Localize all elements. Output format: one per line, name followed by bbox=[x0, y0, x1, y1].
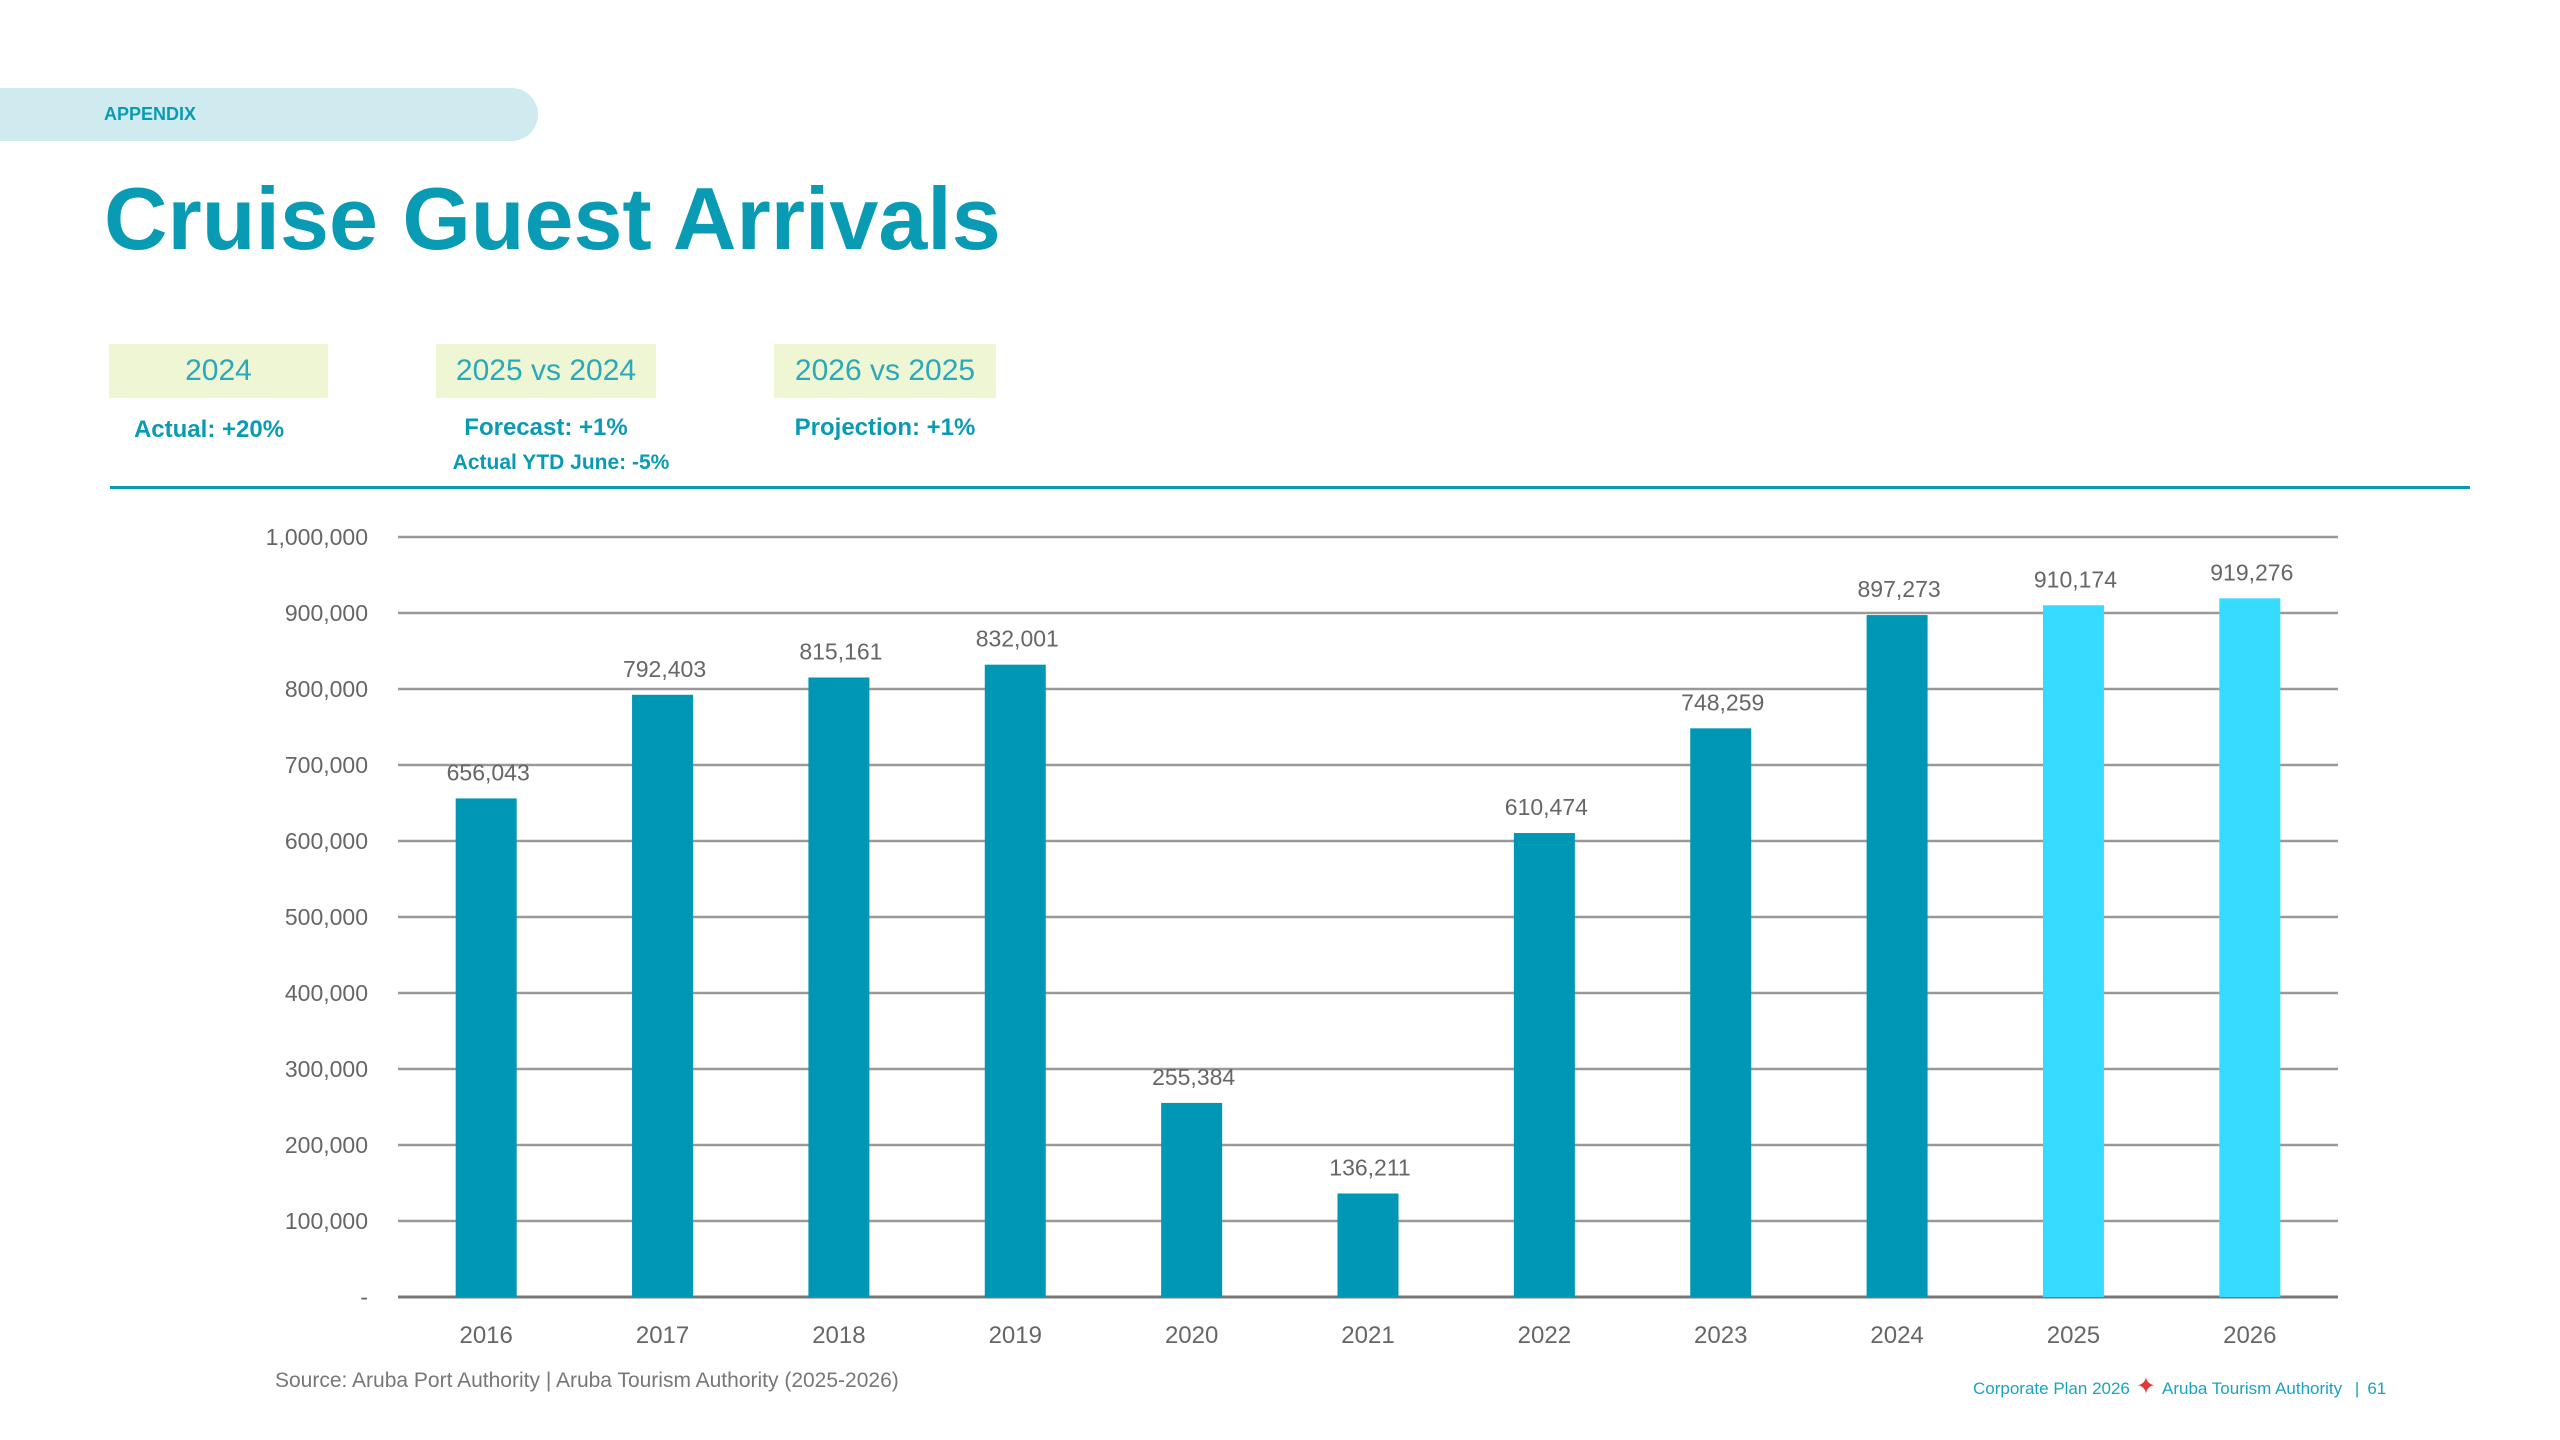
kpi-value-2025-ytd: Actual YTD June: -5% bbox=[452, 451, 670, 474]
footer-separator: | bbox=[2354, 1379, 2360, 1398]
bar-2021 bbox=[1337, 1193, 1399, 1297]
data-label: 910,174 bbox=[2034, 566, 2117, 592]
y-tick-label: 500,000 bbox=[285, 904, 368, 930]
y-tick-label: 100,000 bbox=[285, 1208, 368, 1234]
x-tick-label: 2025 bbox=[2047, 1322, 2100, 1349]
section-pill: APPENDIX bbox=[0, 88, 538, 141]
y-tick-label: 300,000 bbox=[285, 1056, 368, 1082]
data-label: 255,384 bbox=[1152, 1064, 1235, 1090]
footer: Corporate Plan 2026 ✦ Aruba Tourism Author… bbox=[1973, 1372, 2386, 1401]
bar-2023 bbox=[1690, 728, 1752, 1297]
kpi-value-2025-forecast: Forecast: +1% bbox=[464, 414, 628, 441]
bar-2017 bbox=[632, 694, 694, 1297]
page-title: Cruise Guest Arrivals bbox=[104, 169, 1001, 268]
data-label: 656,043 bbox=[447, 759, 530, 785]
bar-2026 bbox=[2219, 598, 2281, 1297]
section-label: APPENDIX bbox=[104, 104, 197, 124]
page-number: 61 bbox=[2367, 1379, 2387, 1398]
x-tick-label: 2016 bbox=[459, 1322, 512, 1349]
source-note: Source: Aruba Port Authority | Aruba Tou… bbox=[275, 1369, 899, 1392]
footer-org: Aruba Tourism Authority bbox=[2162, 1379, 2343, 1398]
y-tick-label: 800,000 bbox=[285, 676, 368, 702]
x-tick-label: 2019 bbox=[989, 1322, 1042, 1349]
x-tick-label: 2026 bbox=[2223, 1322, 2276, 1349]
y-tick-label: 700,000 bbox=[285, 752, 368, 778]
x-tick-label: 2020 bbox=[1165, 1322, 1218, 1349]
kpi-value-2026: Projection: +1% bbox=[794, 414, 976, 441]
x-tick-label: 2018 bbox=[812, 1322, 865, 1349]
bar-2018 bbox=[808, 677, 870, 1297]
kpi-box-2025: 2025 vs 2024 bbox=[436, 344, 656, 398]
kpi-box-2024: 2024 bbox=[109, 344, 328, 398]
x-tick-label: 2017 bbox=[636, 1322, 689, 1349]
data-label: 136,211 bbox=[1329, 1154, 1410, 1180]
x-tick-label: 2024 bbox=[1870, 1322, 1923, 1349]
bar-2025 bbox=[2042, 605, 2104, 1297]
bar-2016 bbox=[455, 798, 517, 1297]
x-tick-label: 2023 bbox=[1694, 1322, 1747, 1349]
x-tick-label: 2021 bbox=[1341, 1322, 1394, 1349]
data-label: 815,161 bbox=[799, 638, 882, 664]
data-label: 792,403 bbox=[623, 656, 706, 682]
y-tick-label: 900,000 bbox=[285, 600, 368, 626]
kpi-value-2024: Actual: +20% bbox=[133, 416, 285, 443]
y-tick-label: 600,000 bbox=[285, 828, 368, 854]
data-label: 832,001 bbox=[976, 626, 1059, 652]
data-label: 919,276 bbox=[2210, 559, 2293, 585]
bar-2019 bbox=[984, 664, 1046, 1297]
data-label: 610,474 bbox=[1505, 794, 1588, 820]
star-icon: ✦ bbox=[2135, 1373, 2156, 1400]
bar-2022 bbox=[1513, 833, 1575, 1297]
y-tick-label: - bbox=[360, 1284, 368, 1310]
footer-plan: Corporate Plan 2026 bbox=[1973, 1379, 2130, 1398]
bar-2020 bbox=[1161, 1102, 1223, 1297]
y-tick-label: 1,000,000 bbox=[266, 524, 368, 550]
y-tick-label: 400,000 bbox=[285, 980, 368, 1006]
divider bbox=[110, 486, 2470, 489]
x-tick-label: 2022 bbox=[1518, 1322, 1571, 1349]
y-tick-label: 200,000 bbox=[285, 1132, 368, 1158]
data-label: 897,273 bbox=[1858, 576, 1941, 602]
kpi-box-2026: 2026 vs 2025 bbox=[774, 344, 996, 398]
data-label: 748,259 bbox=[1681, 689, 1764, 715]
bar-2024 bbox=[1866, 615, 1928, 1297]
